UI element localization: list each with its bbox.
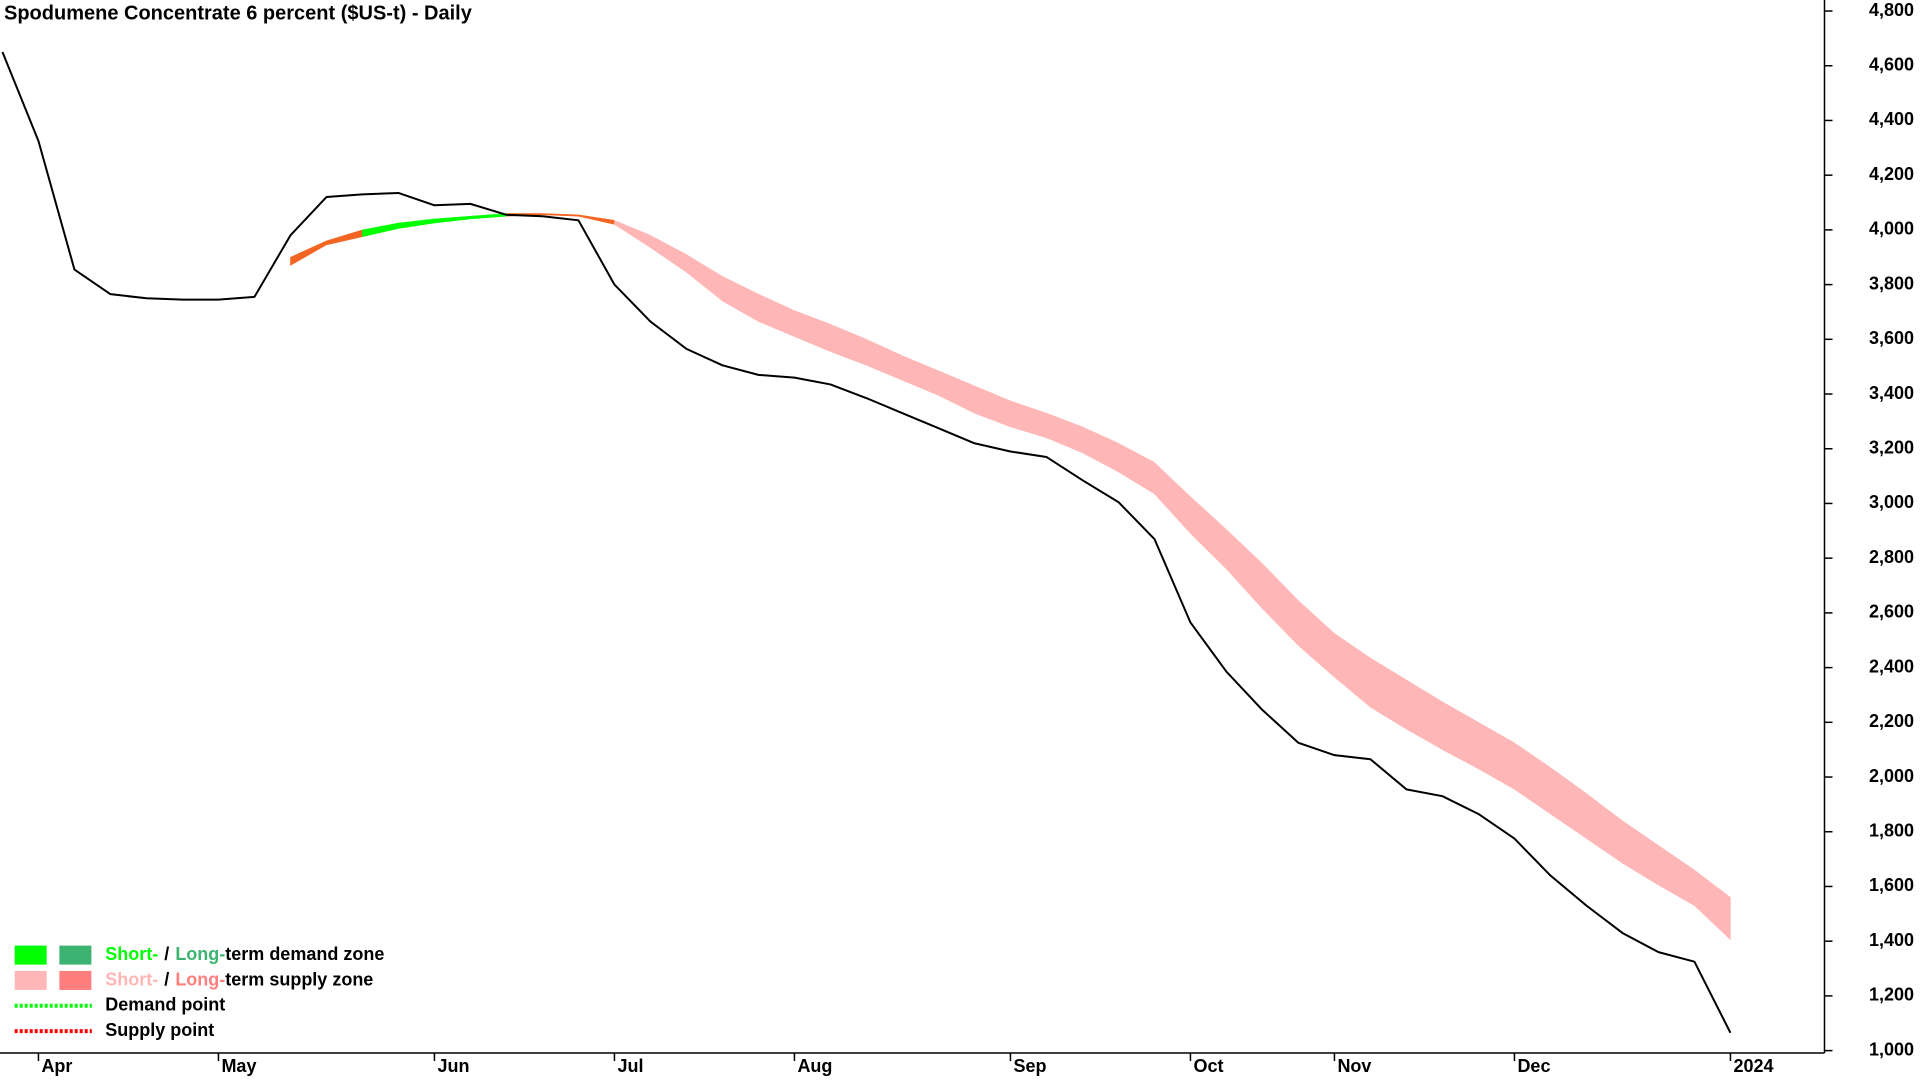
chart-title: Spodumene Concentrate 6 percent ($US-t) … bbox=[4, 2, 473, 24]
y-tick-label: 4,400 bbox=[1869, 109, 1914, 129]
x-tick-label: Nov bbox=[1337, 1056, 1371, 1076]
y-tick-label: 1,600 bbox=[1869, 875, 1914, 895]
y-tick-label: 3,000 bbox=[1869, 492, 1914, 512]
price-line bbox=[1, 51, 1732, 1034]
y-tick-label: 2,000 bbox=[1869, 766, 1914, 786]
y-tick-label: 4,000 bbox=[1869, 219, 1914, 239]
x-tick-label: 2024 bbox=[1733, 1056, 1773, 1076]
zone-band bbox=[614, 219, 1731, 941]
legend-label: Demand point bbox=[105, 995, 225, 1015]
zone-band bbox=[362, 213, 507, 238]
y-tick-label: 1,000 bbox=[1869, 1039, 1914, 1059]
y-tick-label: 3,400 bbox=[1869, 383, 1914, 403]
y-tick-label: 4,600 bbox=[1869, 54, 1914, 74]
y-tick-label: 2,600 bbox=[1869, 602, 1914, 622]
y-tick-label: 2,800 bbox=[1869, 547, 1914, 567]
legend-swatch bbox=[14, 970, 47, 990]
legend-label: Short- / Long-term supply zone bbox=[105, 969, 373, 989]
legend-long: Long- bbox=[175, 969, 225, 989]
legend: Short- / Long-term demand zone Short- / Long-… bbox=[14, 944, 384, 1040]
x-tick-label: Aug bbox=[797, 1056, 832, 1076]
x-tick-label: Jul bbox=[617, 1056, 643, 1076]
x-tick-label: Sep bbox=[1013, 1056, 1046, 1076]
legend-long: Long- bbox=[175, 944, 225, 964]
legend-label: Short- / Long-term demand zone bbox=[105, 944, 384, 964]
y-tick-label: 1,800 bbox=[1869, 821, 1914, 841]
y-tick-label: 3,600 bbox=[1869, 328, 1914, 348]
y-tick-label: 3,800 bbox=[1869, 273, 1914, 293]
y-tick-label: 2,200 bbox=[1869, 711, 1914, 731]
legend-rest: term demand zone bbox=[225, 944, 384, 964]
x-tick-label: May bbox=[221, 1056, 256, 1076]
x-tick-label: Apr bbox=[41, 1056, 72, 1076]
y-tick-label: 4,800 bbox=[1869, 0, 1914, 20]
legend-short: Short- bbox=[105, 944, 158, 964]
y-tick-label: 2,400 bbox=[1869, 656, 1914, 676]
y-tick-label: 1,200 bbox=[1869, 985, 1914, 1005]
legend-sep: / bbox=[164, 944, 169, 964]
legend-sep: / bbox=[164, 969, 169, 989]
x-tick-label: Dec bbox=[1517, 1056, 1550, 1076]
y-tick-label: 4,200 bbox=[1869, 164, 1914, 184]
y-tick-label: 1,400 bbox=[1869, 930, 1914, 950]
zone-band bbox=[290, 229, 363, 266]
legend-swatch bbox=[59, 945, 92, 965]
x-tick-label: Oct bbox=[1193, 1056, 1223, 1076]
x-tick-label: Jun bbox=[437, 1056, 469, 1076]
legend-swatch bbox=[14, 945, 47, 965]
y-tick-label: 3,200 bbox=[1869, 437, 1914, 457]
legend-label: Supply point bbox=[105, 1020, 214, 1040]
legend-short: Short- bbox=[105, 969, 158, 989]
legend-swatch bbox=[59, 970, 92, 990]
legend-rest: term supply zone bbox=[225, 969, 373, 989]
